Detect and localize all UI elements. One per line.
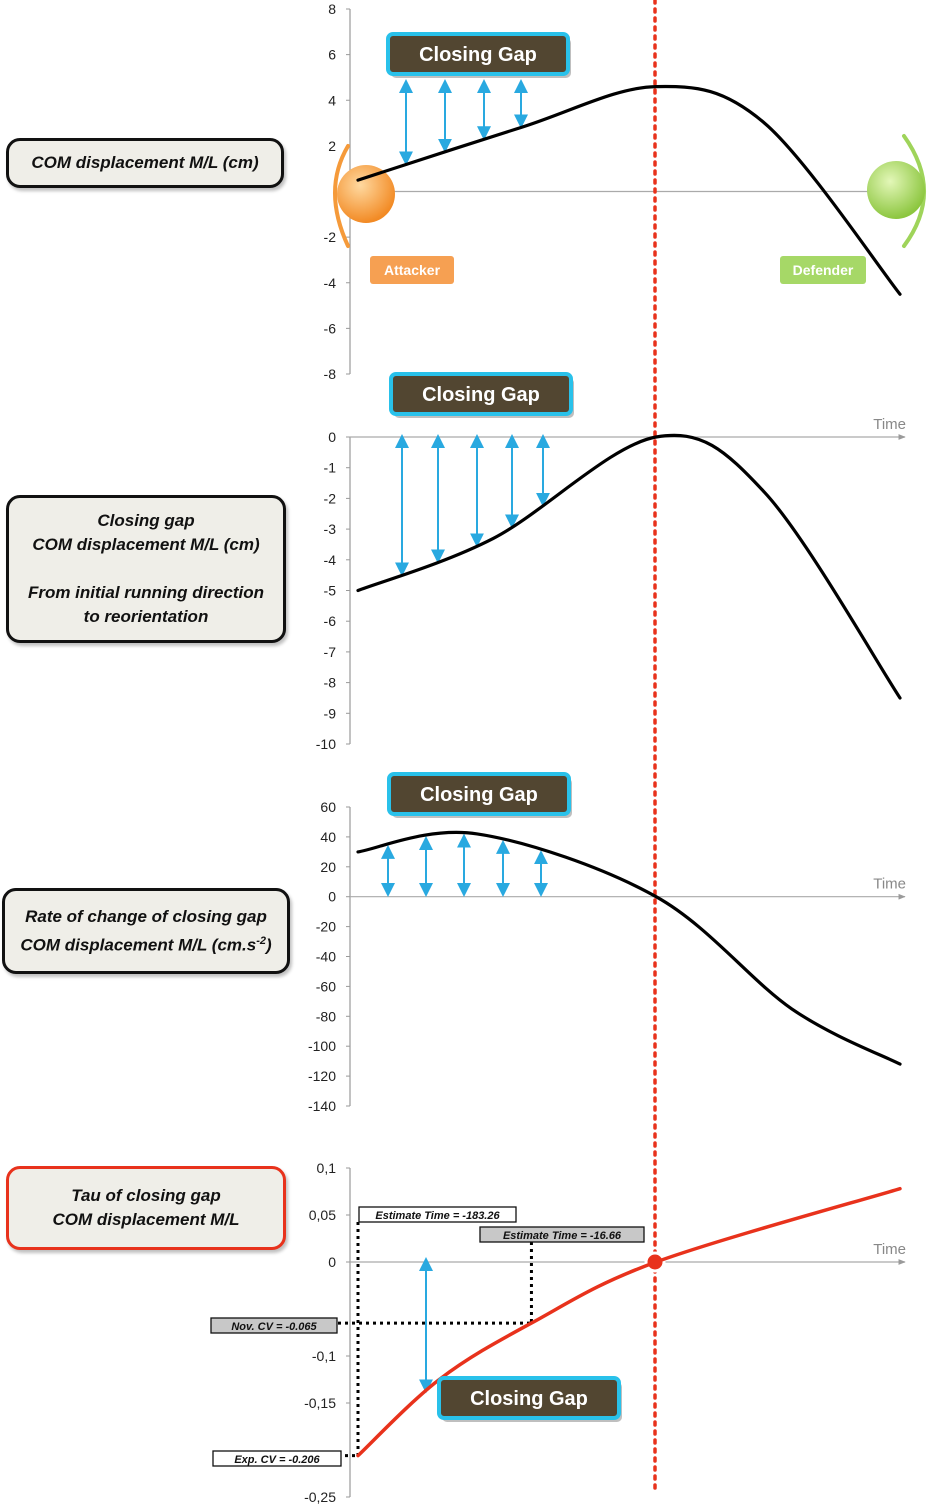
- panel3-y-tick-label: -40: [316, 949, 336, 965]
- panel1-y-tick-label: 2: [328, 138, 336, 154]
- panel4-label-line2: COM displacement M/L: [52, 1210, 240, 1229]
- gap-box-label: Closing Gap: [420, 784, 538, 806]
- panel4-y-tick-label: 0: [328, 1254, 336, 1270]
- defender-tag-bg: [780, 256, 866, 284]
- estimate-time-2-label: Estimate Time = -16.66: [503, 1230, 622, 1242]
- panel2-y-tick-label: -4: [324, 552, 337, 568]
- panel3-y-tick-label: 60: [320, 799, 336, 815]
- panel2-y-tick-label: -9: [324, 705, 337, 721]
- closing-gap-box-3: Closing Gap: [387, 772, 572, 818]
- panel1-y-tick-label: 4: [328, 92, 336, 108]
- gap-box-label: Closing Gap: [470, 1388, 588, 1410]
- nov-cv-tag: Nov. CV = -0.065: [210, 1317, 338, 1334]
- panel2-y-tick-label: -5: [324, 583, 337, 599]
- estimate-time-1-bg: [358, 1206, 517, 1223]
- closing-gap-box-2: Closing Gap: [389, 372, 574, 418]
- panel4-y-tick-label: -0,25: [304, 1489, 336, 1505]
- estimate-time-2: Estimate Time = -16.66: [479, 1226, 645, 1243]
- gap-box: [387, 772, 571, 816]
- panel1-y-tick-label: -4: [324, 275, 337, 291]
- closing-gap-box-1: Closing Gap: [386, 32, 571, 78]
- nov-cv-tag-bg: [210, 1317, 338, 1334]
- defender-ball: [867, 161, 925, 219]
- gap-box: [386, 32, 570, 76]
- panel3-y-tick-label: 20: [320, 859, 336, 875]
- panel3-label-line2: COM displacement M/L (cm.s: [20, 935, 257, 955]
- panel2-label-line3: From initial running direction: [27, 583, 265, 602]
- panel1-y-tick-label: -2: [324, 229, 337, 245]
- estimate-time-2-bg: [479, 1226, 645, 1243]
- panel3-y-tick-label: -60: [316, 978, 336, 994]
- panel4-y-tick-label: -0,1: [312, 1348, 336, 1364]
- defender-tag-label: Defender: [793, 262, 854, 278]
- panel4-series-line: [356, 1186, 902, 1458]
- panel4-y-tick-label: 0,1: [317, 1160, 337, 1176]
- panel1-y-tick-label: 8: [328, 1, 336, 17]
- panel2-label-line4: to reorientation: [83, 607, 209, 626]
- attacker-tag: Attacker: [370, 256, 454, 284]
- estimate-time-1: Estimate Time = -183.26: [358, 1206, 517, 1223]
- panel2-y-tick-label: -3: [324, 521, 337, 537]
- panel1-label-text: COM displacement M/L (cm): [31, 153, 259, 172]
- panel2-label: Closing gap COM displacement M/L (cm) Fr…: [6, 495, 286, 643]
- panel3-y-tick-label: -140: [308, 1098, 336, 1114]
- panel4-y-tick-label: -0,15: [304, 1395, 336, 1411]
- panel3-y-tick-label: -20: [316, 919, 336, 935]
- panel3-label-line2-wrap: COM displacement M/L (cm.s-2): [20, 929, 271, 958]
- panel4-label-line1: Tau of closing gap: [71, 1186, 221, 1205]
- panel3-y-tick-label: -80: [316, 1008, 336, 1024]
- closing-gap-box-4: Closing Gap: [437, 1376, 622, 1422]
- exp-cv-tag-label: Exp. CV = -0.206: [234, 1454, 320, 1466]
- panel2-x-label: Time: [873, 416, 906, 433]
- gap-box: [389, 372, 573, 416]
- estimate-time-1-label: Estimate Time = -183.26: [375, 1210, 500, 1222]
- attacker-arc: [333, 144, 350, 248]
- panel2-y-tick-label: -10: [316, 736, 336, 752]
- panel1-y-tick-label: 6: [328, 47, 336, 63]
- attacker-tag-bg: [370, 256, 454, 284]
- panel2-label-line2: COM displacement M/L (cm): [32, 535, 260, 554]
- panel2-label-line1: Closing gap: [97, 511, 195, 530]
- panel3-y-tick-label: 0: [328, 889, 336, 905]
- panel2-series-line: [356, 433, 902, 700]
- panel2-y-tick-label: -2: [324, 490, 337, 506]
- panel1-series-line: [356, 84, 902, 296]
- attacker-ball: [337, 165, 395, 223]
- panel3-label-sup: -2: [256, 934, 266, 947]
- panel1-y-tick-label: -6: [324, 320, 337, 336]
- panel3-label: Rate of change of closing gap COM displa…: [2, 888, 290, 974]
- exp-cv-tag: Exp. CV = -0.206: [212, 1450, 342, 1467]
- panel3-label-close: ): [265, 935, 272, 955]
- panel2-y-tick-label: -1: [324, 460, 337, 476]
- panel2-y-tick-label: -7: [324, 644, 337, 660]
- exp-cv-tag-bg: [212, 1450, 342, 1467]
- panel4-label: Tau of closing gap COM displacement M/L: [6, 1166, 286, 1250]
- attacker-tag-label: Attacker: [384, 262, 441, 278]
- gap-box: [437, 1376, 621, 1420]
- gap-box-label: Closing Gap: [419, 44, 537, 66]
- panel3-series-line: [356, 830, 902, 1066]
- panel2-y-tick-label: 0: [328, 429, 336, 445]
- panel2-y-tick-label: -8: [324, 675, 337, 691]
- panel3-x-label: Time: [873, 876, 906, 893]
- gap-box-label: Closing Gap: [422, 384, 540, 406]
- panel1-y-tick-label: -8: [324, 366, 337, 382]
- panel2-y-tick-label: -6: [324, 613, 337, 629]
- panel3-y-tick-label: 40: [320, 829, 336, 845]
- defender-tag: Defender: [780, 256, 866, 284]
- panel1-label: COM displacement M/L (cm): [6, 138, 284, 188]
- nov-cv-tag-label: Nov. CV = -0.065: [231, 1321, 317, 1333]
- panel3-label-line1: Rate of change of closing gap: [25, 906, 267, 926]
- panel3-y-tick-label: -100: [308, 1038, 336, 1054]
- panel3-y-tick-label: -120: [308, 1068, 336, 1084]
- panel4-x-label: Time: [873, 1241, 906, 1258]
- panel4-y-tick-label: 0,05: [309, 1207, 336, 1223]
